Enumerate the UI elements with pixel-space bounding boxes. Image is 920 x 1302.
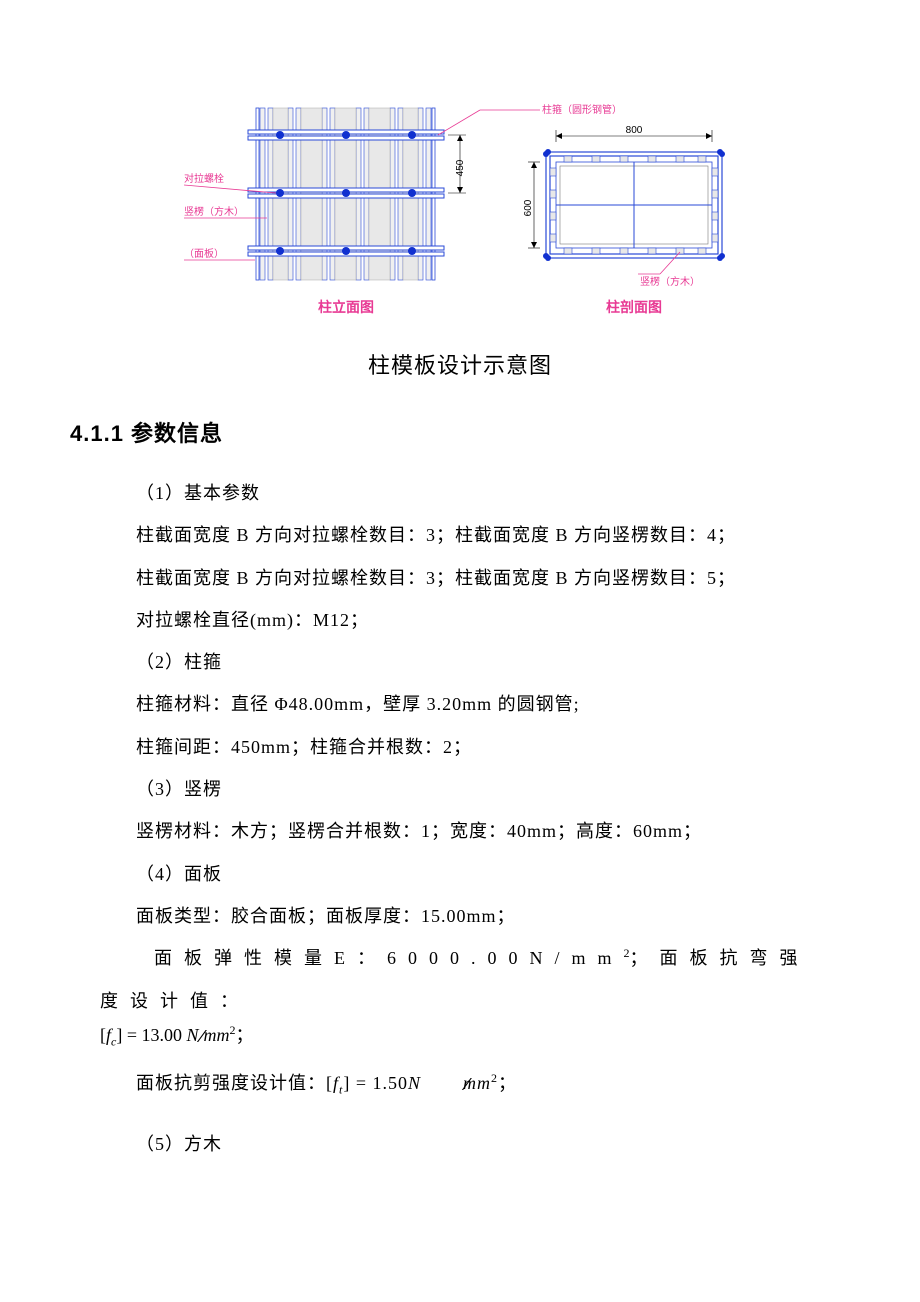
f2-sup: 2 [491,1071,498,1085]
f2-mid: ] = 1.50 [343,1073,408,1093]
p6: 柱箍材料：直径 Φ48.00mm，壁厚 3.20mm 的圆钢管; [100,683,820,725]
f1-slash: / [198,1024,205,1049]
f2-prefix: [ [326,1073,333,1093]
p13-line: 面板抗剪强度设计值：[ft] = 1.50N/mm2； [100,1062,820,1104]
f1-u1: N [187,1025,199,1045]
p10: （4）面板 [100,853,820,895]
f1-u2: mm [204,1025,230,1045]
f1-mid: ] = 13.00 [116,1025,186,1045]
section-title: 柱剖面图 [606,299,662,316]
stud2-leader [638,252,680,274]
p13: 面板抗剪强度设计值： [136,1073,326,1093]
dim-450-text: 450 [455,159,466,176]
formwork-diagram: 对拉螺栓 竖楞（方木） （面板） 柱箍（圆形钢管） 450 [180,90,740,320]
callout-hoop: 柱箍（圆形钢管） [542,103,622,116]
p2: 柱截面宽度 B 方向对拉螺栓数目：3；柱截面宽度 B 方向竖楞数目：4； [100,514,820,556]
p11: 面板类型：胶合面板；面板厚度：15.00mm； [100,895,820,937]
elev-title: 柱立面图 [318,299,374,316]
callout-panel: （面板） [184,247,224,260]
callout-stud: 竖楞（方木） [184,205,244,218]
f2-suffix: ； [498,1073,517,1093]
section-heading: 4.1.1 参数信息 [70,416,820,448]
p8: （3）竖楞 [100,768,820,810]
callout-stud2: 竖楞（方木） [640,275,700,288]
section-view: 800 600 竖楞（方木） 柱剖面图 [523,125,725,316]
p5: （2）柱箍 [100,641,820,683]
p1: （1）基本参数 [100,472,820,514]
hoop-leader [438,110,540,135]
p7: 柱箍间距：450mm；柱箍合并根数：2； [100,726,820,768]
diagram-caption: 柱模板设计示意图 [100,348,820,380]
p9: 竖楞材料：木方；竖楞合并根数：1；宽度：40mm；高度：60mm； [100,810,820,852]
p4: 对拉螺栓直径(mm)：M12； [100,599,820,641]
page-root: 对拉螺栓 竖楞（方木） （面板） 柱箍（圆形钢管） 450 [0,0,920,1225]
p12-line: 面板弹性模量E：6000.00N/mm2；面板抗弯强度设计值： [100,937,820,1022]
interior-studs [556,162,712,248]
callout-bolt: 对拉螺栓 [184,172,224,185]
formula1: [fc] = 13.00 N/mm2； [100,1022,820,1050]
dim-600-text: 600 [523,199,534,216]
dim-800-text: 800 [626,125,643,136]
p3: 柱截面宽度 B 方向对拉螺栓数目：3；柱截面宽度 B 方向竖楞数目：5； [100,557,820,599]
diagram-region: 对拉螺栓 竖楞（方木） （面板） 柱箍（圆形钢管） 450 [100,90,820,320]
p12a: 面板弹性模量E：6000.00N/mm [154,948,624,968]
f2-slash: / [413,1063,472,1105]
f1-suffix: ； [236,1025,254,1045]
p14: （5）方木 [100,1123,820,1165]
